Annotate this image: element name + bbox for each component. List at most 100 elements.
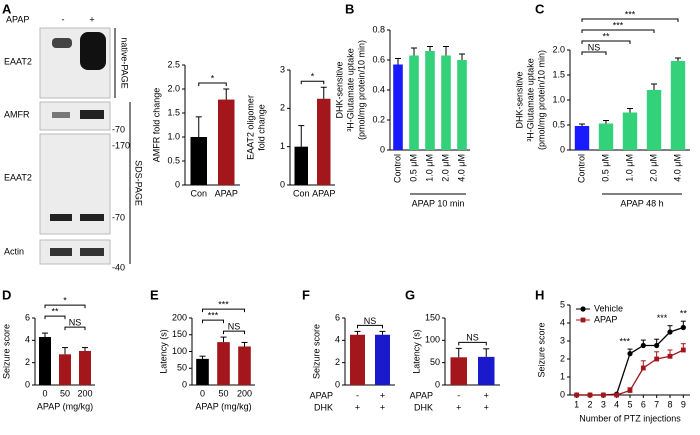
bar [59,354,71,385]
significance-bracket [581,29,655,33]
point [574,392,580,398]
blot-header: APAP [6,14,29,24]
x-tick-label: 2 [587,399,592,409]
x-tick-label: 200 [77,388,92,398]
x-tick-label: 1 [574,399,579,409]
panel-letter: F [302,287,310,302]
legend-label: Vehicle [594,303,623,313]
significance-bracket [202,308,245,313]
point [627,351,633,357]
significance-bracket [198,82,227,86]
panel-letter: H [535,287,544,302]
bar [670,61,686,150]
legend-marker [580,306,586,312]
significance-label: *** [208,310,219,320]
legend-label: APAP [594,314,617,324]
marker-label: -70 [112,212,125,222]
y-tick-label: 1 [280,141,285,151]
x-tick-label: 50 [218,388,228,398]
bar [393,64,403,150]
point [654,356,660,362]
y-tick-label: 50 [177,363,187,373]
significance-bracket [64,326,86,331]
marker-label: -70 [112,124,125,134]
condition-name: APAP [410,390,433,400]
x-tick-label: 7 [654,399,659,409]
y-tick-label: 2.0 [552,44,565,54]
bar [574,126,590,150]
bar [39,336,51,385]
bar [217,342,230,385]
bar [409,55,419,150]
x-tick-label: 6 [641,399,646,409]
lane-label: - [62,14,65,24]
panel-letter: D [2,287,11,302]
annotation: *** [619,336,630,346]
panel-letter: C [535,1,545,16]
y-axis-label: DHK-sensitive [514,71,524,128]
y-tick-label: 150 [172,329,187,339]
x-tick-label: 50 [60,388,70,398]
x-axis-label: Number of PTZ injections [579,413,681,423]
section-label: native-PAGE [120,37,130,88]
y-axis-label: ³H-Glutamate uptake [345,48,355,132]
x-tick-label: Control [576,154,586,183]
section-label: SDS-PAGE [134,160,144,206]
y-tick-label: 6 [25,312,30,322]
significance-bracket [44,315,66,320]
y-axis-label: Seizure score [536,322,546,377]
x-tick-label: 0 [200,388,205,398]
bar [238,346,251,385]
x-tick-label: 0.5 μM [600,154,610,182]
y-tick-label: 0 [560,389,565,399]
x-tick-label: 0.5 μM [408,154,418,182]
y-tick-label: 0.8 [372,24,385,34]
y-tick-label: 1.0 [167,131,180,141]
x-tick-label: 3 [601,399,606,409]
significance-label: NS [69,317,82,327]
x-tick-label: 4.0 μM [456,154,466,182]
y-tick-label: 0.6 [372,54,385,64]
row-label: Actin [4,246,24,256]
significance-bracket [458,341,487,346]
y-tick-label: 2 [25,357,30,367]
bar [425,51,435,150]
blot-panel: A APAP - + EAAT2 native-PAGE AMFR -70 EA… [2,1,144,272]
y-tick-label: 0.5 [167,155,180,165]
y-tick-label: 0.5 [552,119,565,129]
marker-label: -40 [112,262,125,272]
significance-bracket [300,80,325,85]
x-tick-label: 8 [667,399,672,409]
x-tick-label: 1.0 μM [424,154,434,182]
point [680,347,686,353]
point [654,342,660,349]
bar [375,334,390,385]
blot-band [80,214,104,221]
y-tick-label: 100 [425,335,440,345]
bar [441,55,451,150]
bar [622,112,638,150]
x-tick-label: APAP [215,188,238,198]
point [667,329,673,335]
bar [218,99,235,185]
panel-letter: B [345,1,354,16]
y-axis-label: (pmol/mg protein/10 min) [536,50,546,150]
x-tick-label: Con [293,188,310,198]
y-tick-label: 2 [560,353,565,363]
bar [646,90,662,150]
point [667,353,673,359]
y-tick-label: 150 [425,312,440,322]
significance-label: ** [51,306,59,316]
significance-bracket [202,319,224,324]
significance-bracket [581,18,679,22]
condition-label: + [380,402,385,412]
y-tick-label: 1 [560,371,565,381]
x-tick-label: 0 [42,388,47,398]
significance-label: ** [602,31,610,41]
blot-band [50,248,72,256]
blot-band [50,214,72,221]
condition-label: - [356,390,359,400]
y-tick-label: 0 [182,379,187,389]
series-line [576,326,684,396]
